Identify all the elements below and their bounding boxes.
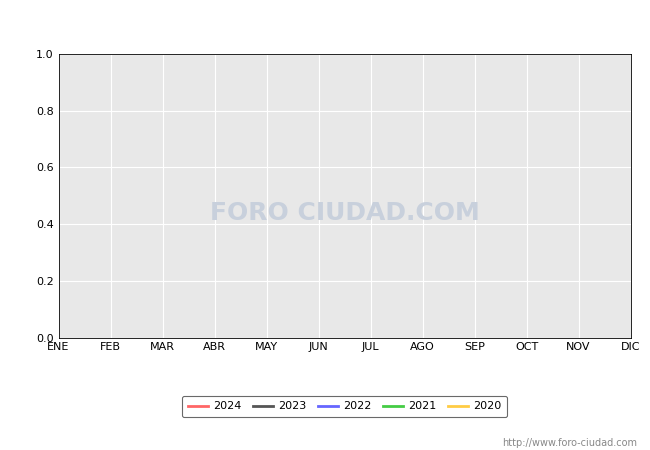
Text: FORO CIUDAD.COM: FORO CIUDAD.COM [209, 201, 480, 225]
Text: Matriculaciones de Vehiculos en Valmala: Matriculaciones de Vehiculos en Valmala [170, 9, 480, 24]
Legend: 2024, 2023, 2022, 2021, 2020: 2024, 2023, 2022, 2021, 2020 [182, 396, 507, 417]
Text: http://www.foro-ciudad.com: http://www.foro-ciudad.com [502, 438, 637, 448]
